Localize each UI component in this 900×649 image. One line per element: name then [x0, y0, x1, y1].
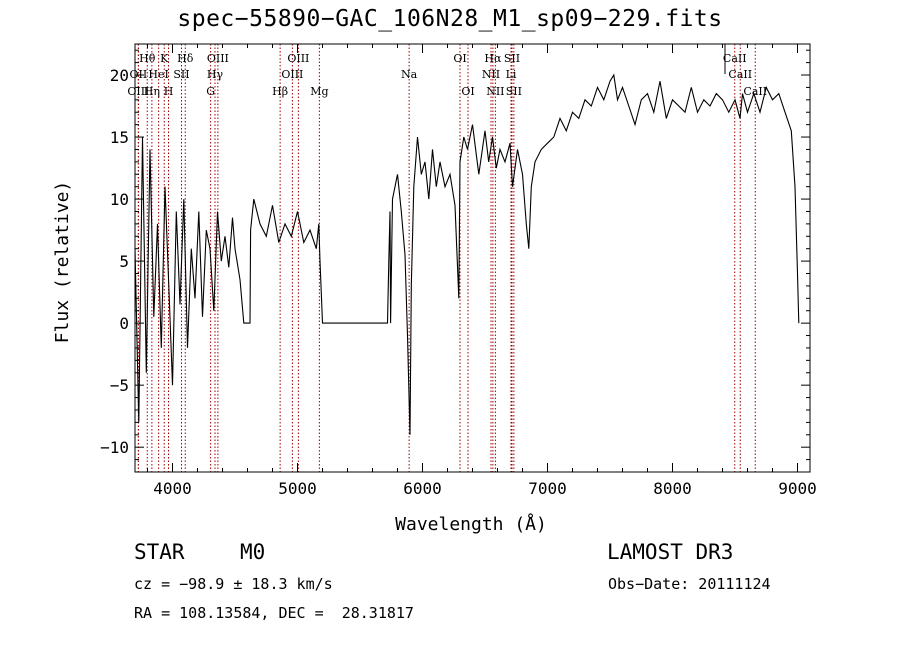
line-label: Hθ — [139, 52, 156, 65]
y-axis-label: Flux (relative) — [52, 181, 73, 344]
obs-date-text: Obs−Date: 20111124 — [608, 575, 771, 593]
line-label: H — [164, 85, 174, 98]
line-label: CaII — [723, 52, 747, 65]
y-tick-label: −5 — [110, 376, 129, 395]
line-label: OIII — [207, 52, 229, 65]
line-label: OI — [461, 85, 474, 98]
line-label: OIII — [127, 85, 149, 98]
y-tick-label: 20 — [110, 66, 129, 85]
line-label: Hγ — [207, 68, 224, 81]
x-tick-label: 8000 — [653, 479, 692, 498]
x-tick-label: 6000 — [403, 479, 442, 498]
x-tick-label: 7000 — [528, 479, 567, 498]
line-label: OII — [130, 68, 148, 81]
y-tick-label: 0 — [119, 314, 129, 333]
line-label: SII — [506, 85, 522, 98]
chart-title: spec−55890−GAC_106N28_M1_sp09−229.fits — [177, 6, 723, 32]
line-label: Na — [401, 68, 418, 81]
x-tick-label: 9000 — [778, 479, 817, 498]
y-tick-label: 15 — [110, 128, 129, 147]
line-label: Hδ — [177, 52, 194, 65]
spectrum-line — [134, 73, 800, 435]
x-axis-label: Wavelength (Å) — [395, 513, 547, 535]
line-label: NII — [486, 85, 504, 98]
line-label: Hα — [484, 52, 502, 65]
line-label: OIII — [287, 52, 309, 65]
y-tick-label: −10 — [100, 438, 129, 457]
line-label: Hβ — [272, 85, 288, 98]
line-label: CaII — [728, 68, 752, 81]
radec-text: RA = 108.13584, DEC = 28.31817 — [134, 604, 414, 622]
redshift-text: cz = −98.9 ± 18.3 km/s — [134, 575, 333, 593]
x-tick-label: 4000 — [153, 479, 192, 498]
line-label: HeI — [148, 68, 168, 81]
line-label: NII — [482, 68, 500, 81]
line-label: SII — [173, 68, 189, 81]
line-label: Li — [506, 68, 517, 81]
object-class: STAR — [134, 540, 185, 564]
line-label: SII — [504, 52, 520, 65]
object-subclass: M0 — [240, 540, 266, 564]
line-label: G — [206, 85, 215, 98]
line-label: Hη — [144, 85, 160, 98]
line-label: OI — [453, 52, 466, 65]
line-label: K — [160, 52, 169, 65]
line-label: Mg — [310, 85, 328, 98]
x-tick-label: 5000 — [278, 479, 317, 498]
y-tick-label: 10 — [110, 190, 129, 209]
line-label: CaII — [743, 85, 767, 98]
y-tick-label: 5 — [119, 252, 129, 271]
survey-name: LAMOST DR3 — [607, 540, 734, 564]
line-label: OIII — [281, 68, 303, 81]
